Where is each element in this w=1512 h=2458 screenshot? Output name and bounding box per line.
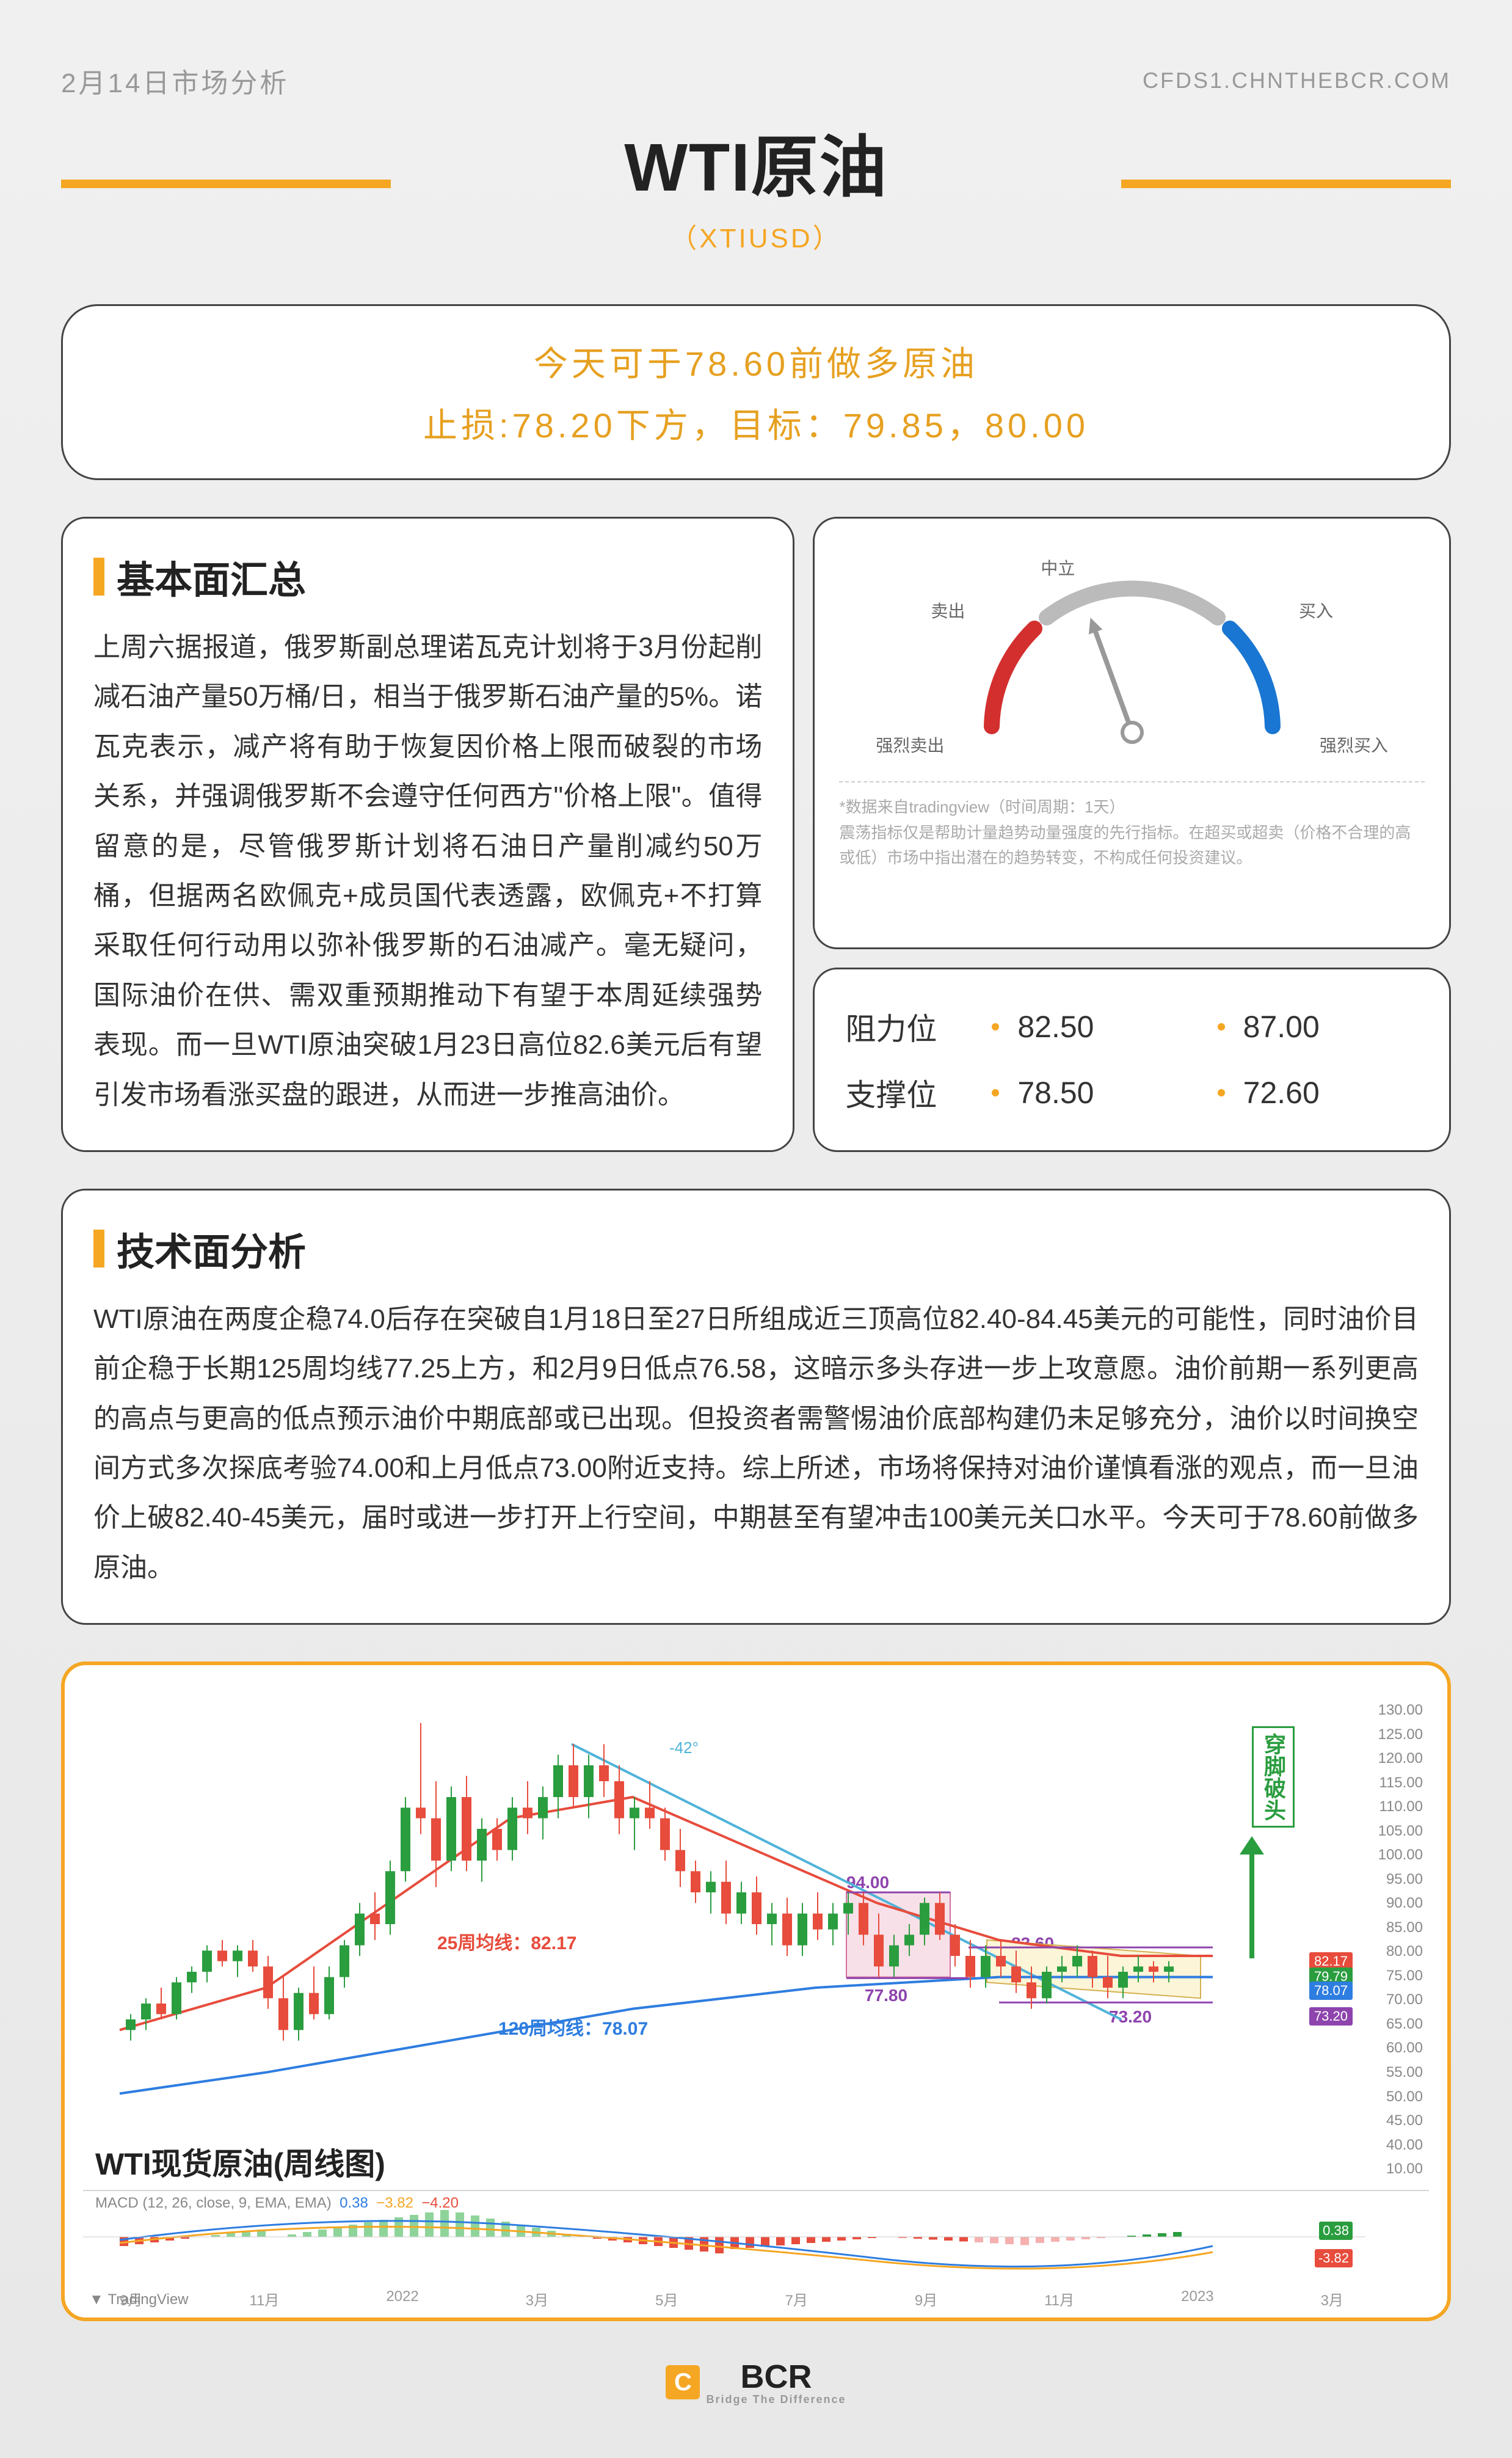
- gauge-neutral: 中立: [1041, 555, 1075, 580]
- sentiment-gauge-card: 强烈卖出 卖出 中立 买入 强烈买入 *数据来自tradingview（时间周期…: [813, 517, 1451, 949]
- technical-title: 技术面分析: [93, 1221, 1419, 1276]
- chart-overlay-svg: [83, 1690, 1429, 2190]
- x-tick: 3月: [526, 2288, 548, 2310]
- fundamental-body: 上周六据报道，俄罗斯副总理诺瓦克计划将于3月份起削减石油产量50万桶/日，相当于…: [93, 622, 762, 1120]
- accent-line-right: [1121, 180, 1451, 188]
- gauge-svg: [918, 543, 1346, 775]
- dot-icon: [992, 1089, 999, 1096]
- technical-body: WTI原油在两度企稳74.0后存在突破自1月18日至27日所组成近三顶高位82.…: [93, 1294, 1419, 1592]
- resistance-label: 阻力位: [845, 1005, 967, 1049]
- logo-icon: C: [666, 2365, 700, 2399]
- support-label: 支撑位: [845, 1071, 967, 1115]
- candlestick-chart: 130.00125.00120.00115.00110.00105.00100.…: [83, 1690, 1429, 2190]
- brand-name: BCR: [706, 2358, 846, 2396]
- price-tag: 73.20: [1309, 2007, 1353, 2026]
- macd-tag-2: -3.82: [1315, 2249, 1353, 2267]
- dot-icon: [1218, 1089, 1225, 1096]
- gauge-note-2: 震荡指标仅是帮助计量趋势动量强度的先行指标。在超买或超卖（价格不合理的高或低）市…: [839, 820, 1425, 871]
- macd-tag-1: 0.38: [1319, 2222, 1353, 2240]
- gauge-note: *数据来自tradingview（时间周期：1天） 震荡指标仅是帮助计量趋势动量…: [839, 781, 1425, 871]
- x-tick: 11月: [249, 2288, 279, 2310]
- mid-section: 基本面汇总 上周六据报道，俄罗斯副总理诺瓦克计划将于3月份起削减石油产量50万桶…: [61, 517, 1451, 1152]
- levels-card: 阻力位 82.50 87.00 支撑位 78.50 72.60: [813, 968, 1451, 1152]
- accent-line-left: [61, 180, 391, 188]
- x-tick: 5月: [655, 2288, 678, 2310]
- gauge-note-1: *数据来自tradingview（时间周期：1天）: [839, 795, 1425, 820]
- header: 2月14日市场分析 CFDS1.CHNTHEBCR.COM: [61, 61, 1451, 100]
- x-tick: 9月: [915, 2288, 937, 2310]
- gauge-strong-sell: 强烈卖出: [876, 732, 944, 757]
- technical-card: 技术面分析 WTI原油在两度企稳74.0后存在突破自1月18日至27日所组成近三…: [61, 1189, 1451, 1625]
- fundamental-title-text: 基本面汇总: [117, 549, 306, 604]
- gauge: 强烈卖出 卖出 中立 买入 强烈买入: [839, 543, 1425, 775]
- tradingview-logo: ▼ TradingView: [89, 2291, 189, 2308]
- header-title-row: WTI原油 （XTIUSD）: [61, 112, 1451, 255]
- price-tag: 78.07: [1309, 1982, 1353, 2000]
- technical-title-text: 技术面分析: [117, 1221, 306, 1276]
- signal-stoploss-target: 止损:78.20下方，目标：79.85，80.00: [87, 398, 1425, 448]
- dot-icon: [1218, 1023, 1225, 1030]
- footer: C BCR Bridge The Difference: [61, 2358, 1451, 2406]
- x-axis: 9月11月20223月5月7月9月11月20233月: [83, 2282, 1429, 2310]
- s2: 72.60: [1243, 1075, 1320, 1110]
- site-url: CFDS1.CHNTHEBCR.COM: [1143, 68, 1451, 93]
- r1: 82.50: [1017, 1009, 1094, 1045]
- macd-svg: [83, 2191, 1429, 2282]
- page-title: WTI原油: [415, 112, 1097, 210]
- symbol-code: （XTIUSD）: [415, 216, 1097, 255]
- r2: 87.00: [1243, 1009, 1320, 1045]
- x-tick: 2023: [1181, 2288, 1213, 2310]
- x-tick: 7月: [785, 2288, 807, 2310]
- trading-signal-box: 今天可于78.60前做多原油 止损:78.20下方，目标：79.85，80.00: [61, 304, 1451, 480]
- gauge-buy: 买入: [1299, 598, 1333, 622]
- signal-entry: 今天可于78.60前做多原油: [87, 337, 1425, 386]
- dot-icon: [992, 1023, 999, 1030]
- gauge-strong-buy: 强烈买入: [1320, 732, 1388, 757]
- report-date: 2月14日市场分析: [61, 61, 289, 100]
- title-bar-icon: [93, 558, 104, 596]
- gauge-sell: 卖出: [931, 598, 965, 622]
- brand-tagline: Bridge The Difference: [706, 2393, 846, 2406]
- support-row: 支撑位 78.50 72.60: [845, 1060, 1419, 1126]
- fundamental-title: 基本面汇总: [93, 549, 762, 604]
- fundamental-card: 基本面汇总 上周六据报道，俄罗斯副总理诺瓦克计划将于3月份起削减石油产量50万桶…: [61, 517, 794, 1152]
- resistance-row: 阻力位 82.50 87.00: [845, 994, 1419, 1060]
- macd-panel: MACD (12, 26, close, 9, EMA, EMA) 0.38 −…: [83, 2190, 1429, 2282]
- x-tick: 2022: [386, 2288, 418, 2310]
- x-tick: 3月: [1321, 2288, 1343, 2310]
- x-tick: 11月: [1044, 2288, 1074, 2310]
- s1: 78.50: [1017, 1075, 1094, 1110]
- chart-card: 130.00125.00120.00115.00110.00105.00100.…: [61, 1661, 1451, 2321]
- title-bar-icon: [93, 1230, 104, 1267]
